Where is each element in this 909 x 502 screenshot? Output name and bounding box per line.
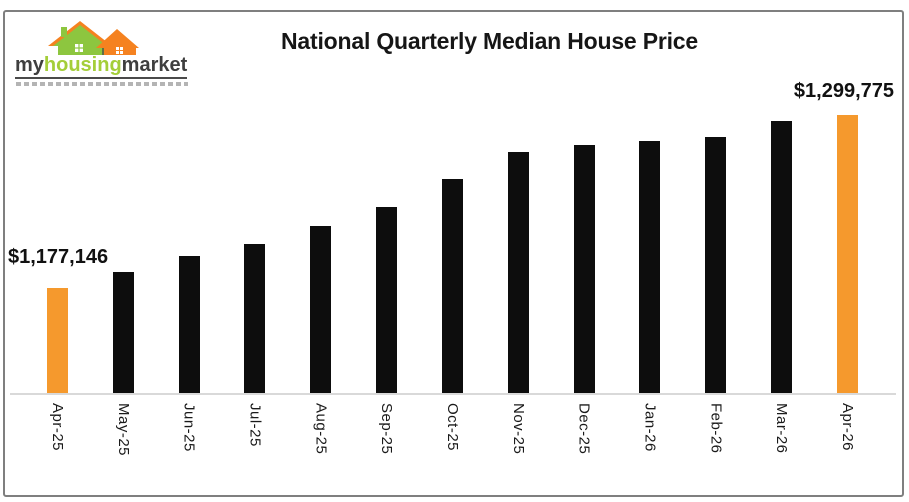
x-axis-label-jan-26: Jan-26 [641,403,659,452]
brand-housing: housing [43,54,122,76]
x-axis-label-apr-26: Apr-26 [838,403,856,452]
bar-slot [244,100,266,394]
brand-tagline [16,82,188,86]
bar-dec-25 [573,145,595,394]
x-axis-line [10,393,896,395]
bar-slot [705,100,727,394]
bar-slot [112,100,134,394]
bar-slot [836,100,858,394]
bar-apr-25 [47,287,68,394]
x-axis-label-slot: May-25 [113,403,134,465]
x-axis-label-jul-25: Jul-25 [246,403,264,447]
data-label-apr-26: $1,299,775 [793,80,894,102]
brand-market: market [121,54,188,76]
brand-my: my [15,54,44,76]
x-axis-label-oct-25: Oct-25 [443,403,461,452]
bar-aug-25 [310,225,332,394]
bar-slot [771,100,793,394]
chart-title: National Quarterly Median House Price [281,28,698,54]
x-axis-label-apr-25: Apr-25 [49,403,66,452]
x-axis-label-jun-25: Jun-25 [180,403,198,452]
x-axis-label-may-25: May-25 [114,403,132,457]
bar-slot [639,100,661,394]
bar-nov-25 [507,152,529,394]
x-axis-labels: Apr-25 May-25 Jun-25 Jul-25 Aug-25 Sep-25 Oct-… [47,403,858,465]
x-axis-label-slot: Mar-26 [771,403,792,465]
brand-wordmark: myhousingmarket [15,54,188,79]
bar-slot [310,100,332,394]
x-axis-label-slot: Sep-25 [376,403,397,465]
x-axis-label-slot: Jun-25 [179,403,200,465]
bar-mar-26 [771,121,793,394]
x-axis-label-nov-25: Nov-25 [509,403,527,455]
bar-slot [441,100,463,394]
bar-jan-26 [639,141,661,394]
x-axis-label-slot: Nov-25 [508,403,529,465]
bar-slot [507,100,529,394]
bar-slot [178,100,200,394]
bar-sep-25 [376,207,398,394]
x-axis-label-slot: Dec-25 [574,403,595,465]
x-axis-label-slot: Aug-25 [310,403,331,465]
houses-icon [48,21,139,55]
x-axis-label-aug-25: Aug-25 [312,403,330,455]
x-axis-label-mar-26: Mar-26 [773,403,791,454]
bar-jun-25 [178,255,200,394]
x-axis-label-dec-25: Dec-25 [575,403,593,455]
x-axis-label-slot: Oct-25 [442,403,463,465]
x-axis-label-slot: Apr-25 [47,403,68,465]
bar-feb-26 [705,136,727,394]
plot-area [47,100,858,394]
x-axis-label-slot: Feb-26 [705,403,726,465]
x-axis-label-feb-26: Feb-26 [707,403,725,454]
x-axis-label-slot: Jan-26 [639,403,660,465]
data-label-apr-25: $1,177,146 [8,246,109,268]
bar-apr-26 [836,114,858,394]
bar-oct-25 [441,179,463,394]
x-axis-label-slot: Jul-25 [244,403,265,465]
bar-may-25 [112,272,134,394]
brand-logo: myhousingmarket [13,16,198,88]
x-axis-label-sep-25: Sep-25 [378,403,396,455]
bar-slot [376,100,398,394]
bar-slot [47,100,68,394]
bar-slot [573,100,595,394]
x-axis-label-slot: Apr-26 [837,403,858,465]
bar-jul-25 [244,244,266,394]
